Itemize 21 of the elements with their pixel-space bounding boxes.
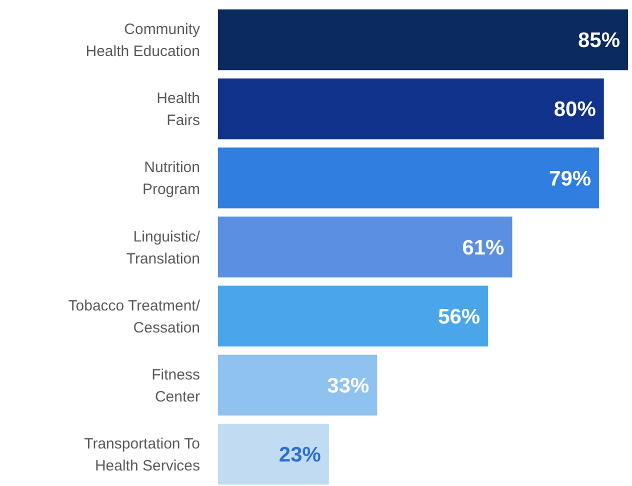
data-label: 61% [462,236,505,260]
y-tick-label: Fitness Center [152,366,200,406]
y-tick-label: Tobacco Treatment/ Cessation [68,297,201,336]
y-tick-label: Community Health Education [86,21,200,60]
bar [218,148,600,208]
data-label: 79% [549,167,592,190]
data-label: 23% [278,444,322,467]
data-label: 85% [578,29,620,52]
bar [218,354,378,416]
bar [218,424,329,485]
y-tick-label: Transportation To Health Services [84,435,200,474]
y-tick-label: Health Fairs [156,90,200,130]
bar [218,9,628,70]
bar [218,78,604,140]
data-label: 80% [554,98,596,122]
y-tick-label: Nutrition Program [142,159,200,198]
bar [218,216,512,278]
data-label: 33% [327,374,370,398]
y-tick-label: Linguistic/ Translation [126,228,201,268]
bar [218,286,488,346]
data-label: 56% [438,305,480,328]
